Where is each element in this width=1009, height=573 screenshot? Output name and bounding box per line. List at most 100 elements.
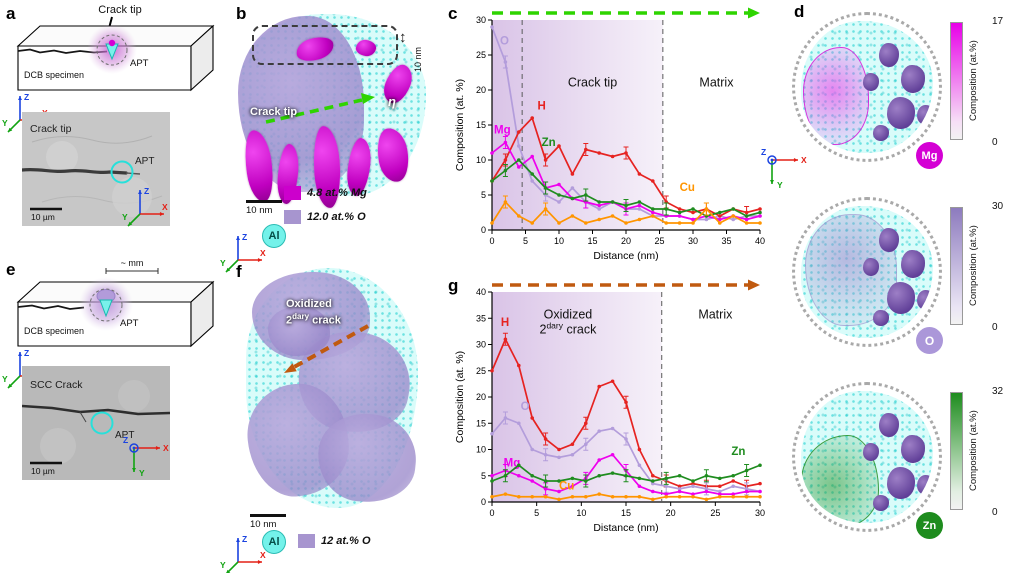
region-label: 2dary​ crack	[540, 320, 598, 336]
series-label-H: H	[501, 317, 509, 329]
colorbar-max: 17	[992, 16, 1004, 27]
svg-text:Z: Z	[24, 348, 29, 358]
oxidized-crack-label: Oxidized 2dary crack	[286, 298, 341, 327]
scalebar-b: 10 nm	[246, 200, 282, 216]
svg-text:Y: Y	[777, 180, 783, 190]
axes-triad: Z X Y	[122, 434, 174, 486]
colorbar-label: Composition (at.%)	[968, 225, 979, 307]
svg-text:X: X	[801, 155, 807, 165]
series-label-O: O	[521, 401, 530, 413]
svg-text:Z: Z	[242, 232, 247, 242]
colorbar-mg: 17 0 Composition (at.%)	[950, 14, 1008, 150]
precipitate-blob	[873, 310, 889, 326]
micrograph-title: Crack tip	[30, 123, 72, 135]
apt-reconstruction-secondary-crack: Oxidized 2dary crack	[240, 266, 428, 512]
al-matrix-map	[801, 21, 933, 153]
x-tick-label: 40	[755, 236, 765, 246]
series-label-Cu: Cu	[559, 480, 574, 492]
panel-label-b: b	[236, 4, 247, 23]
series-label-O: O	[500, 36, 509, 48]
o-badge-label: O	[924, 333, 935, 348]
axes-triad: Z X Y	[220, 528, 272, 573]
colorbar-min: 0	[992, 322, 998, 333]
specimen-label: DCB specimen	[24, 70, 84, 80]
svg-text:X: X	[260, 550, 266, 560]
x-tick-label: 30	[688, 236, 698, 246]
colorbar-max: 30	[992, 201, 1004, 212]
colorbar-max: 32	[992, 386, 1004, 397]
svg-text:X: X	[260, 248, 266, 258]
mg-enriched-region	[803, 47, 869, 145]
specimen-label: DCB specimen	[24, 326, 84, 336]
legend-text: 12.0 at.% O	[307, 211, 366, 223]
y-tick-label: 30	[476, 15, 486, 25]
precipitate-blob	[863, 258, 879, 276]
colorbar-label: Composition (at.%)	[968, 410, 979, 492]
mm-dimension-label: ~ mm	[121, 258, 144, 268]
composition-profile-chart-crack-tip: 0 5 10 15 20 25 30 35 40 0 5 10 15 20 25 30 Distance (nm…	[454, 7, 765, 262]
y-tick-label: 35	[476, 313, 486, 323]
axes-triad: Z X Y	[760, 146, 812, 198]
al-matrix-map	[801, 391, 933, 523]
y-tick-label: 15	[476, 418, 486, 428]
scc-crack-micrograph: SCC Crack APT 10 µm	[22, 366, 170, 480]
precipitate-blob	[917, 475, 933, 495]
oxide-isosurface-blob	[268, 306, 330, 356]
apt-tip-sample	[99, 299, 113, 318]
shaded-region	[492, 20, 663, 230]
micrograph-title: SCC Crack	[30, 379, 83, 391]
y-tick-label: 20	[476, 392, 486, 402]
x-tick-label: 5	[534, 508, 539, 518]
axes-triad-svg: Z X Y	[122, 186, 168, 227]
precipitate-blob	[887, 97, 915, 129]
al-badge: Al	[262, 530, 286, 554]
o-badge: O	[916, 327, 943, 354]
colorbar-zn: 32 0 Composition (at.%)	[950, 384, 1008, 520]
dcb-specimen-schematic-e: ~ mm APT DCB specimen	[16, 258, 215, 348]
series-label-Cu: Cu	[680, 182, 695, 194]
x-tick-label: 5	[523, 236, 528, 246]
precipitate-blob	[879, 228, 899, 252]
double-arrow-icon: ↕	[399, 29, 407, 46]
legend-item-o: 12 at.% O	[298, 534, 371, 548]
y-tick-label: 30	[476, 340, 486, 350]
x-tick-label: 25	[710, 508, 720, 518]
apt-map-mg	[792, 12, 942, 162]
al-badge-label: Al	[268, 230, 280, 242]
precipitate-blob	[879, 43, 899, 67]
svg-text:Z: Z	[761, 147, 766, 157]
al-badge-label: Al	[268, 536, 280, 548]
svg-text:Y: Y	[139, 468, 145, 478]
y-tick-label: 15	[476, 120, 486, 130]
axes-triad-svg: Z X Y	[220, 534, 266, 573]
panel-label-e: e	[6, 260, 16, 279]
region-label: Crack tip	[568, 76, 617, 90]
scalebar-f: 10 nm	[250, 514, 286, 530]
scale-bar	[250, 514, 286, 517]
crack-tip-pointer-label: Crack tip	[98, 4, 141, 16]
apt-map-o	[792, 197, 942, 347]
mg-badge: Mg	[916, 142, 943, 169]
svg-text:Z: Z	[242, 534, 247, 544]
y-tick-label: 40	[476, 287, 486, 297]
svg-text:X: X	[163, 443, 169, 453]
oxide-isosurfaces	[240, 266, 428, 512]
colorbar-gradient	[950, 392, 963, 510]
precipitate-blob	[901, 65, 925, 93]
precipitate-blob	[863, 73, 879, 91]
legend-item-mg: 4.8 at.% Mg	[284, 186, 367, 200]
panel-label-g: g	[448, 276, 459, 295]
colorbar-label: Composition (at.%)	[968, 40, 979, 122]
svg-text:Z: Z	[24, 92, 29, 102]
scale-bar-label: 10 µm	[31, 466, 55, 476]
legend-item-o: 12.0 at.% O	[284, 210, 366, 224]
svg-text:Z: Z	[144, 186, 149, 196]
colorbar-o: 30 0 Composition (at.%)	[950, 199, 1008, 335]
apt-map-zn	[792, 382, 942, 532]
y-tick-label: 10	[476, 445, 486, 455]
apt-location-circle	[90, 411, 114, 435]
panel-label-a: a	[6, 4, 16, 23]
precipitate-blob	[901, 250, 925, 278]
colorbar-min: 0	[992, 507, 998, 518]
panel-label-f: f	[236, 262, 242, 281]
